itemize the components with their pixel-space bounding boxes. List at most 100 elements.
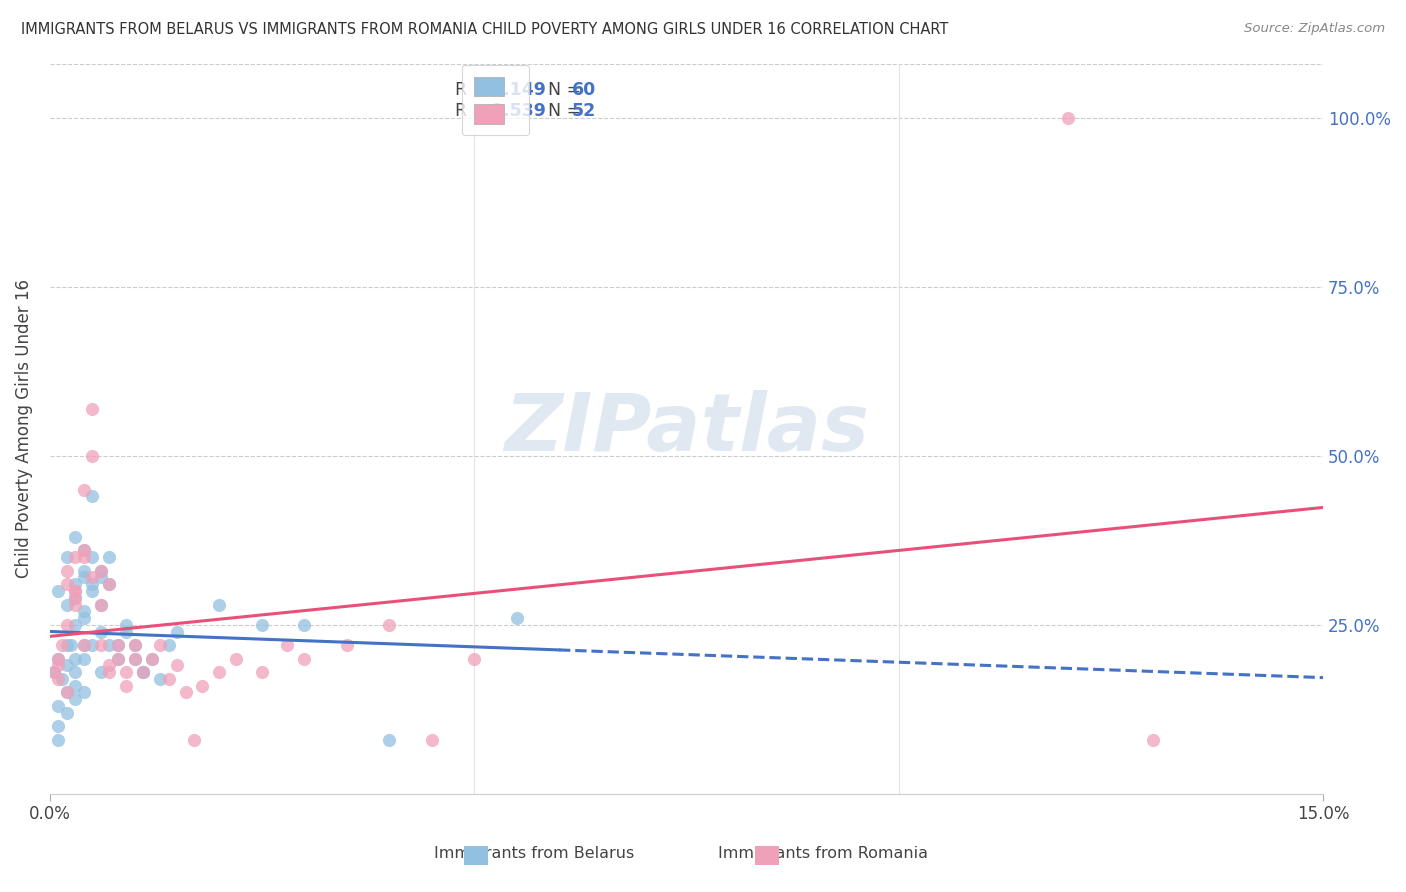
Point (107, 638, 129, 652)
Point (505, 611, 527, 625)
Point (115, 679, 138, 693)
Point (292, 617, 315, 632)
Point (72, 611, 94, 625)
Point (98, 658, 121, 673)
Text: Immigrants from Romania: Immigrants from Romania (717, 847, 928, 861)
Point (72, 543, 94, 558)
Point (124, 638, 146, 652)
Point (63, 598, 86, 612)
Point (63, 591, 86, 605)
Point (72, 651, 94, 665)
Point (63, 665, 86, 679)
Point (98, 577, 121, 591)
Point (141, 651, 163, 665)
Point (115, 617, 138, 632)
Point (183, 732, 205, 747)
Point (157, 638, 180, 652)
Point (90, 638, 112, 652)
Point (51, 638, 73, 652)
Text: Source: ZipAtlas.com: Source: ZipAtlas.com (1244, 22, 1385, 36)
Point (55, 706, 77, 720)
Text: N =: N = (537, 102, 588, 120)
Point (46, 584, 69, 599)
Point (98, 638, 121, 652)
Point (55, 685, 77, 699)
Point (250, 665, 273, 679)
Point (82, 570, 104, 584)
Point (132, 665, 155, 679)
Text: N =: N = (537, 81, 588, 99)
Point (166, 624, 188, 639)
Point (90, 564, 112, 578)
Point (336, 638, 359, 652)
Point (82, 550, 104, 565)
Point (98, 577, 121, 591)
Text: 0.149: 0.149 (485, 81, 546, 99)
Point (157, 672, 180, 686)
Point (72, 638, 94, 652)
Point (55, 638, 77, 652)
Point (55, 658, 77, 673)
Point (46, 658, 69, 673)
Point (72, 543, 94, 558)
Point (208, 665, 231, 679)
Legend: , : , (463, 65, 529, 136)
Point (90, 570, 112, 584)
Point (46, 651, 69, 665)
Point (72, 564, 94, 578)
Point (208, 598, 231, 612)
Point (90, 564, 112, 578)
Point (72, 550, 94, 565)
Point (42, 665, 65, 679)
Point (107, 651, 129, 665)
Y-axis label: Child Poverty Among Girls Under 16: Child Poverty Among Girls Under 16 (15, 279, 32, 578)
Point (292, 651, 315, 665)
Point (82, 638, 104, 652)
Point (250, 617, 273, 632)
Text: 52: 52 (572, 102, 596, 120)
Point (378, 617, 401, 632)
Point (72, 685, 94, 699)
Point (107, 638, 129, 652)
Point (1142, 732, 1164, 747)
Point (124, 651, 146, 665)
Point (59, 638, 82, 652)
Point (98, 550, 121, 565)
Point (63, 692, 86, 706)
Point (132, 665, 155, 679)
Point (82, 577, 104, 591)
Point (463, 651, 485, 665)
Point (82, 490, 104, 504)
Point (191, 679, 214, 693)
Point (63, 584, 86, 599)
Text: IMMIGRANTS FROM BELARUS VS IMMIGRANTS FROM ROMANIA CHILD POVERTY AMONG GIRLS UND: IMMIGRANTS FROM BELARUS VS IMMIGRANTS FR… (21, 22, 949, 37)
Point (82, 584, 104, 599)
Point (124, 638, 146, 652)
Point (46, 672, 69, 686)
Point (55, 550, 77, 565)
Point (63, 651, 86, 665)
Point (55, 564, 77, 578)
Point (42, 665, 65, 679)
Point (115, 624, 138, 639)
Point (63, 679, 86, 693)
Text: R =: R = (454, 81, 492, 99)
Point (225, 651, 247, 665)
Point (63, 591, 86, 605)
Point (132, 665, 155, 679)
Point (63, 550, 86, 565)
Point (72, 570, 94, 584)
Point (46, 698, 69, 713)
Point (90, 598, 112, 612)
Point (72, 604, 94, 618)
Text: R =: R = (454, 102, 492, 120)
Point (1057, 111, 1080, 125)
Point (55, 685, 77, 699)
Point (124, 651, 146, 665)
Point (46, 651, 69, 665)
Point (63, 577, 86, 591)
Point (82, 449, 104, 463)
Point (115, 665, 138, 679)
Point (72, 483, 94, 497)
Point (51, 672, 73, 686)
